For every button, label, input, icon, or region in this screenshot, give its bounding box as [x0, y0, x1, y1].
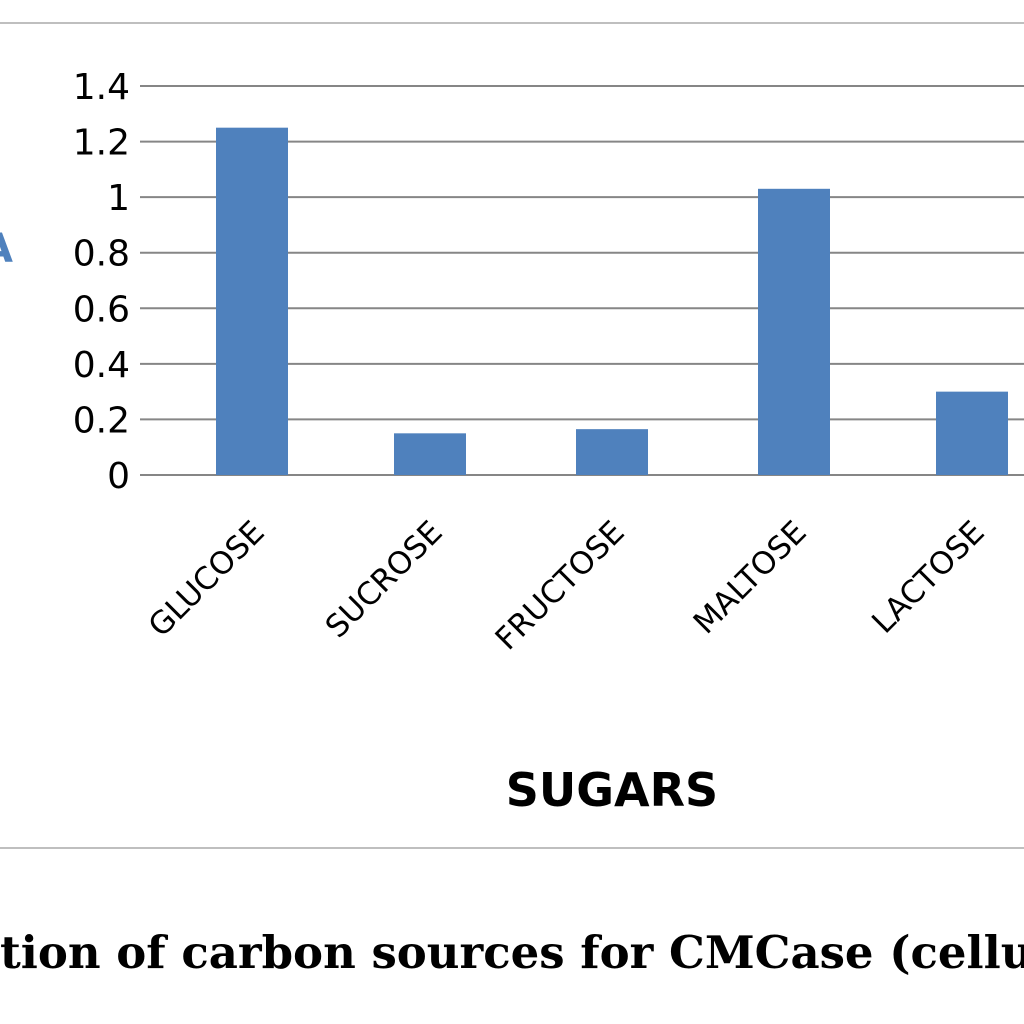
y-tick-label: 1.2	[73, 123, 130, 164]
x-tick-label-maltose: MALTOSE	[687, 514, 814, 641]
y-tick-label: 0	[107, 456, 130, 497]
x-tick-label-glucose: GLUCOSE	[142, 514, 272, 644]
y-tick-label: 0.4	[73, 345, 130, 386]
x-tick-label-lactose: LACTOSE	[865, 514, 991, 640]
y-tick-label: 1.4	[73, 67, 130, 108]
figure-caption: tion of carbon sources for CMCase (cellu	[0, 926, 1024, 979]
x-tick-label-sucrose: SUCROSE	[319, 514, 450, 645]
x-tick-label-fructose: FRUCTOSE	[489, 514, 632, 657]
y-tick-label: 0.8	[73, 234, 130, 275]
bar-sucrose	[394, 433, 466, 475]
y-tick-label: 0.2	[73, 400, 130, 441]
bar-lactose	[936, 391, 1008, 475]
x-axis-title: SUGARS	[506, 763, 718, 817]
bar-glucose	[216, 127, 288, 475]
bar-fructose	[576, 429, 648, 475]
y-tick-label: 1	[107, 178, 130, 219]
y-tick-label: 0.6	[73, 289, 130, 330]
y-axis-title: A	[0, 226, 13, 272]
bar-maltose	[758, 188, 830, 476]
x-axis-category-labels: GLUCOSE SUCROSE FRUCTOSE MALTOSE LACTOSE	[142, 514, 992, 657]
y-axis-tick-labels: 0 0.2 0.4 0.6 0.8 1 1.2 1.4	[73, 67, 130, 497]
bars	[216, 127, 1008, 476]
